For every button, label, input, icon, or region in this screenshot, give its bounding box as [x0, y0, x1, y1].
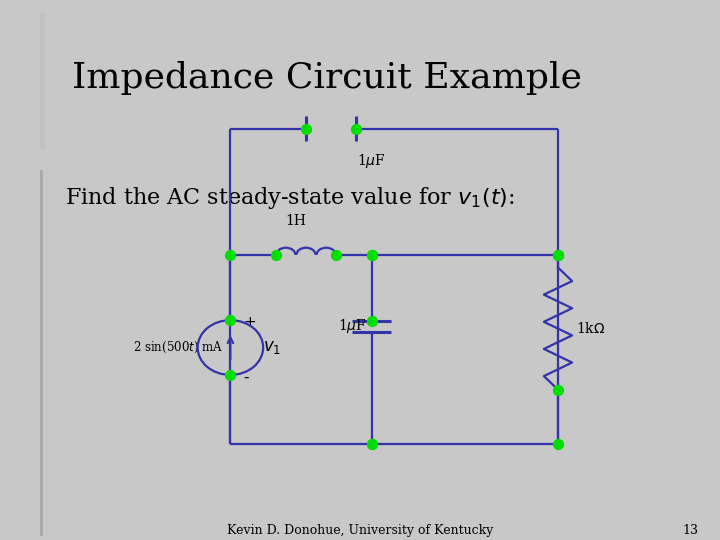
Point: [330, 251, 342, 259]
Point: [366, 251, 377, 259]
Text: 1$\mu$F: 1$\mu$F: [338, 318, 366, 335]
Text: 13: 13: [683, 524, 698, 537]
Text: -: -: [243, 369, 248, 384]
Point: [225, 370, 236, 379]
Point: [300, 124, 312, 133]
Point: [366, 440, 377, 449]
Text: +: +: [243, 315, 256, 330]
Text: 2 sin(500$t$) mA: 2 sin(500$t$) mA: [132, 340, 223, 355]
Text: 1$\mu$F: 1$\mu$F: [357, 152, 386, 170]
FancyBboxPatch shape: [40, 170, 43, 536]
Text: 1H: 1H: [286, 213, 306, 227]
Point: [270, 251, 282, 259]
Point: [552, 386, 564, 394]
Text: 1k$\Omega$: 1k$\Omega$: [575, 321, 605, 336]
Point: [225, 251, 236, 259]
Point: [552, 251, 564, 259]
FancyBboxPatch shape: [40, 13, 45, 149]
Point: [366, 251, 377, 259]
Point: [351, 124, 362, 133]
Point: [366, 316, 377, 325]
Point: [552, 251, 564, 259]
Point: [225, 316, 236, 325]
Text: Impedance Circuit Example: Impedance Circuit Example: [72, 61, 582, 94]
Point: [366, 440, 377, 449]
Text: Find the AC steady-state value for $v_1(t)$:: Find the AC steady-state value for $v_1(…: [65, 185, 515, 211]
Point: [552, 440, 564, 449]
Text: Kevin D. Donohue, University of Kentucky: Kevin D. Donohue, University of Kentucky: [227, 524, 493, 537]
Text: $v_1$: $v_1$: [264, 339, 282, 356]
